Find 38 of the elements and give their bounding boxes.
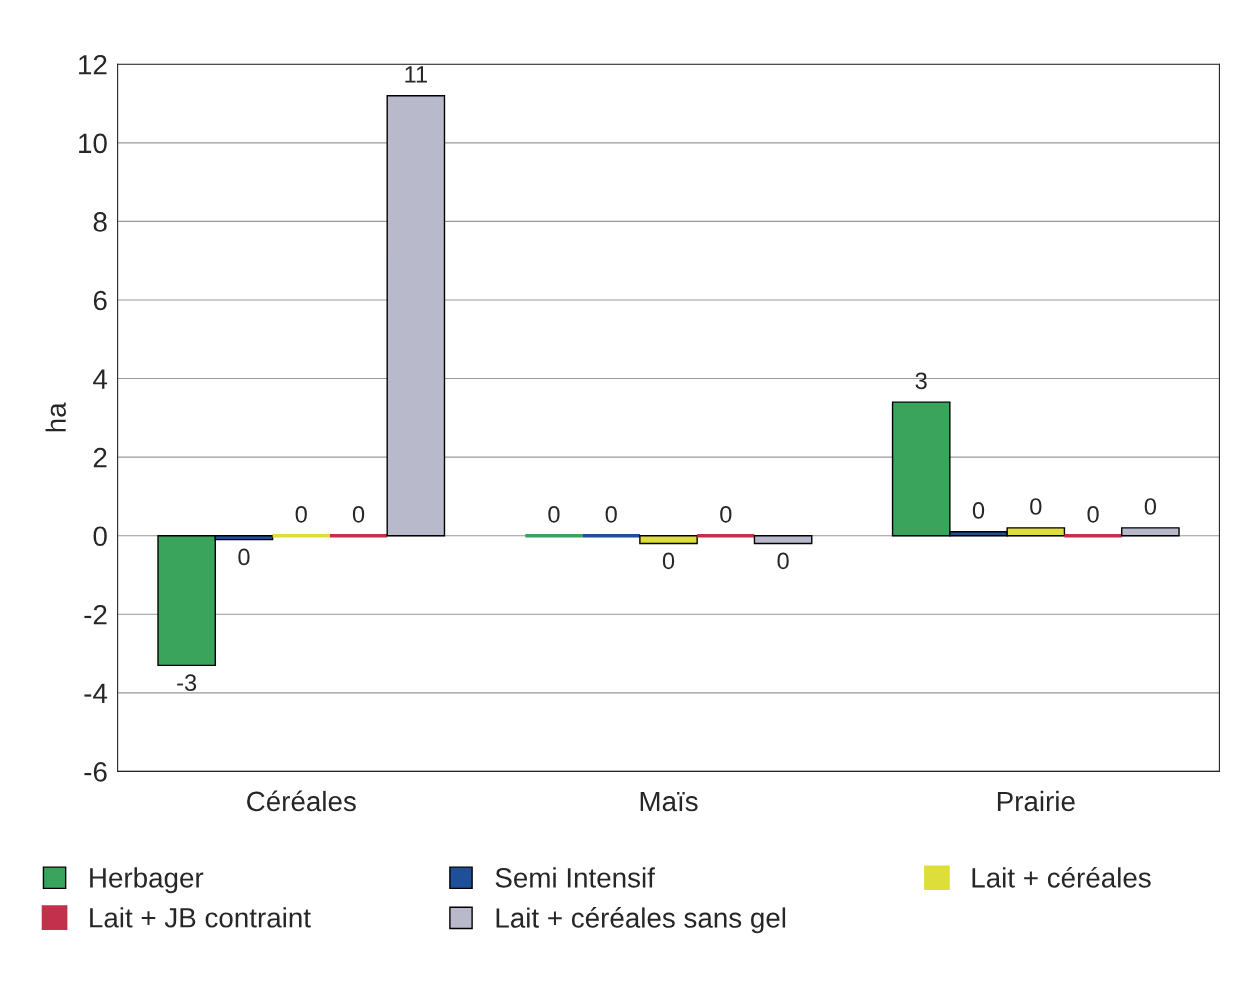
data-label: -3 xyxy=(177,674,197,692)
data-label: 0 xyxy=(1144,498,1157,515)
bar xyxy=(753,535,813,545)
data-label: 3 xyxy=(915,372,927,390)
y-axis-title: ha xyxy=(45,402,66,432)
data-label: 0 xyxy=(295,505,307,523)
y-tick-label: 4 xyxy=(93,369,108,389)
x-tick-label: Céréales xyxy=(247,790,356,812)
legend-label: Herbager xyxy=(90,867,204,894)
y-tick-label: -4 xyxy=(84,683,108,703)
x-tick-label: Maïs xyxy=(640,791,698,812)
data-label: 0 xyxy=(352,505,365,523)
data-label: 0 xyxy=(1087,505,1099,523)
y-tick-label: -2 xyxy=(84,604,107,625)
y-tick-label: -6 xyxy=(84,762,107,782)
data-label: 0 xyxy=(662,552,675,570)
data-label: 0 xyxy=(1030,498,1042,515)
y-tick-label: 0 xyxy=(93,526,107,547)
x-tick-label: Prairie xyxy=(997,790,1075,812)
data-label: 0 xyxy=(548,505,560,523)
data-label: 11 xyxy=(405,66,427,83)
bar xyxy=(1121,527,1180,537)
legend-label: Semi Intensif xyxy=(495,867,655,888)
legend-label: Lait + céréales sans gel xyxy=(496,907,786,934)
legend-label: Lait + JB contraint xyxy=(90,907,311,928)
data-label: 0 xyxy=(605,505,617,523)
y-tick-label: 10 xyxy=(79,133,107,154)
bar xyxy=(639,535,698,545)
y-tick-label: 8 xyxy=(93,212,107,232)
data-label: 0 xyxy=(720,505,732,523)
y-tick-label: 6 xyxy=(93,290,107,311)
data-label: 0 xyxy=(972,502,985,519)
y-tick-label: 12 xyxy=(79,54,107,75)
legend-label: Lait + céréales xyxy=(972,866,1151,888)
y-tick-label: 2 xyxy=(93,447,107,468)
data-label: 0 xyxy=(777,552,789,570)
bar xyxy=(386,95,446,537)
data-label: 0 xyxy=(238,548,250,566)
